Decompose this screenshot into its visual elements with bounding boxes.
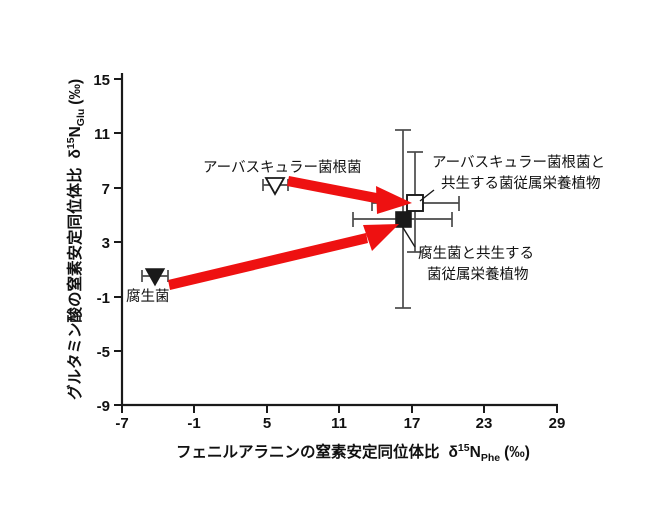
y-axis-title-element: N xyxy=(67,126,84,137)
y-axis-tick-labels: 15 11 7 3 -1 -5 -9 xyxy=(93,72,110,415)
annotation-sap-mycoheterotroph-line2: 菌従属栄養植物 xyxy=(427,265,529,283)
data-point-am-fungi[interactable] xyxy=(262,177,289,196)
y-axis-title-subscript: Glu xyxy=(75,109,87,127)
annotation-am-mycoheterotroph-line1: アーバスキュラー菌根菌と xyxy=(432,154,605,171)
svg-text:グルタミン酸の窒素安定同位体比δ15NGlu(‰): グルタミン酸の窒素安定同位体比 δ15NGlu (‰) xyxy=(65,79,87,400)
annotation-am-fungi: アーバスキュラー菌根菌 xyxy=(203,159,361,176)
x-axis-title-unit: (‰) xyxy=(504,444,530,461)
y-axis-title-unit: (‰) xyxy=(67,79,84,105)
annotation-saprotrophic-fungi-label: 腐生菌 xyxy=(126,287,170,305)
x-tick-label: -7 xyxy=(115,415,128,432)
annotation-am-fungi-label: アーバスキュラー菌根菌 xyxy=(203,159,361,176)
arrow-shaft xyxy=(168,233,368,290)
arrow-am-fungi-to-mycoheterotroph xyxy=(287,176,412,214)
marker-open-down-triangle[interactable] xyxy=(264,177,286,196)
y-tick-label: -5 xyxy=(97,344,110,361)
x-axis-title-subscript: Phe xyxy=(481,452,500,464)
annotation-leader-line xyxy=(419,189,435,202)
x-tick-label: 5 xyxy=(263,415,271,432)
x-axis-title-delta: δ xyxy=(449,444,458,461)
x-tick-label: -1 xyxy=(187,415,200,432)
y-axis-title-delta: δ xyxy=(67,149,84,158)
annotation-am-mycoheterotroph: アーバスキュラー菌根菌と 共生する菌従属栄養植物 xyxy=(419,154,605,202)
annotation-am-mycoheterotroph-line2: 共生する菌従属栄養植物 xyxy=(441,174,601,192)
marker-filled-square[interactable] xyxy=(395,211,412,228)
y-tick-label: -1 xyxy=(97,290,110,307)
data-point-am-mycoheterotroph[interactable] xyxy=(371,151,460,253)
x-axis-title-element: N xyxy=(470,444,481,461)
y-tick-label: 7 xyxy=(102,181,110,198)
y-axis-title: グルタミン酸の窒素安定同位体比 δ15NGlu (‰) xyxy=(65,79,87,400)
x-tick-label: 11 xyxy=(331,415,347,432)
y-tick-label: 15 xyxy=(93,72,110,89)
y-tick-label: 3 xyxy=(102,235,110,252)
annotation-sap-mycoheterotroph-line1: 腐生菌と共生する xyxy=(418,244,534,262)
y-tick-label: 11 xyxy=(94,126,110,143)
y-tick-label: -9 xyxy=(97,398,110,415)
annotation-leader-line xyxy=(401,225,416,248)
x-axis-ticks xyxy=(121,405,558,413)
annotation-sap-mycoheterotroph: 腐生菌と共生する 菌従属栄養植物 xyxy=(401,225,534,283)
x-axis-title: フェニルアラニンの窒素安定同位体比 δ15NPhe (‰) xyxy=(176,442,530,464)
y-axis-title-superscript: 15 xyxy=(65,137,77,149)
x-axis-tick-labels: -7 -1 5 11 17 23 29 xyxy=(115,415,565,432)
y-axis-title-main: グルタミン酸の窒素安定同位体比 xyxy=(65,167,84,400)
annotation-saprotrophic-fungi: 腐生菌 xyxy=(126,287,170,305)
x-axis-title-superscript: 15 xyxy=(458,442,470,454)
x-tick-label: 29 xyxy=(549,415,566,432)
arrow-head xyxy=(363,224,399,251)
marker-filled-down-triangle[interactable] xyxy=(144,268,166,287)
x-axis-title-main: フェニルアラニンの窒素安定同位体比 xyxy=(176,442,440,461)
arrow-head xyxy=(376,186,412,214)
x-tick-label: 17 xyxy=(404,415,421,432)
arrow-shaft xyxy=(287,176,382,204)
data-point-sap-mycoheterotroph[interactable] xyxy=(352,129,453,309)
x-tick-label: 23 xyxy=(476,415,493,432)
arrow-saprotrophic-to-mycoheterotroph xyxy=(168,224,399,290)
y-axis-ticks xyxy=(114,78,122,406)
